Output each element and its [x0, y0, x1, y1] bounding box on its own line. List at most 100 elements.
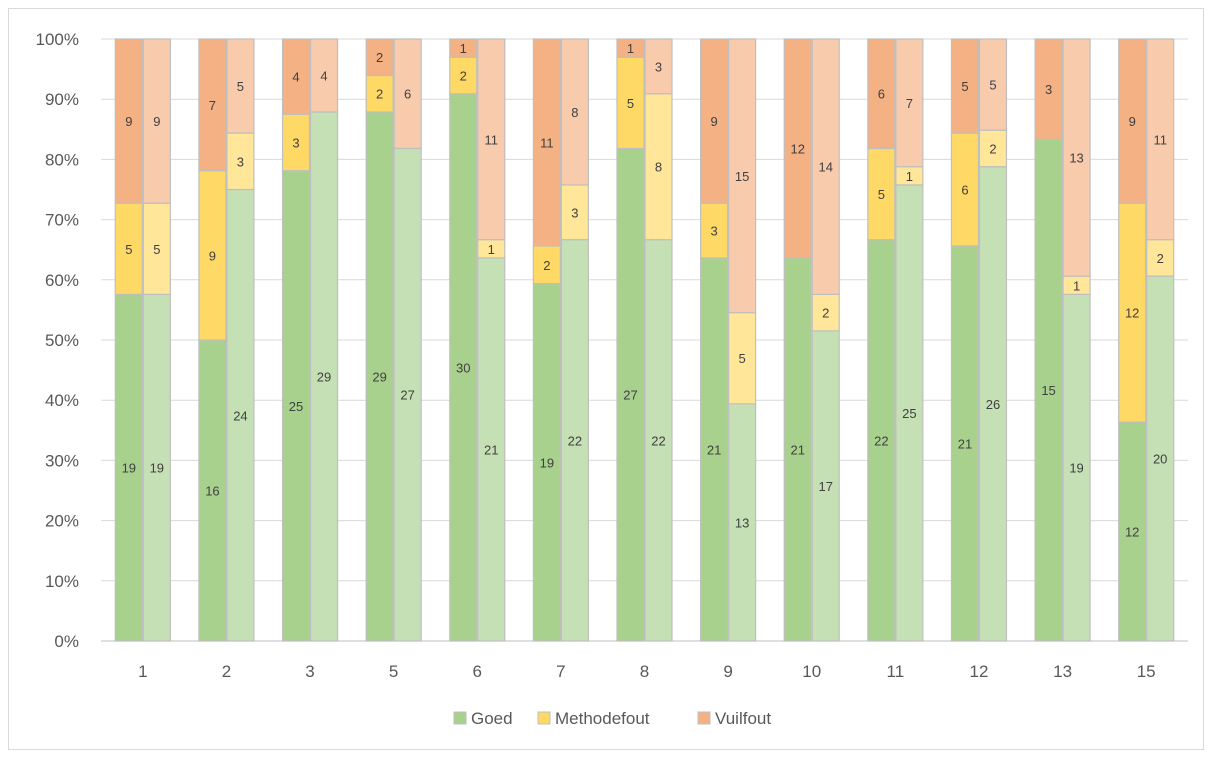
data-label: 22 [874, 433, 888, 448]
legend-item-vuilfout: Vuilfout [697, 709, 771, 728]
y-tick-label: 70% [45, 211, 79, 230]
data-label: 21 [707, 442, 721, 457]
data-label: 3 [571, 205, 578, 220]
bar-segment-vuilfout [895, 38, 924, 168]
legend-swatch [537, 711, 551, 725]
data-label: 1 [488, 242, 495, 257]
data-label: 22 [651, 433, 665, 448]
data-label: 19 [150, 461, 164, 476]
data-label: 5 [125, 242, 132, 257]
bar-segment-vuilfout [950, 38, 980, 134]
data-label: 1 [1073, 278, 1080, 293]
data-label: 3 [655, 59, 662, 74]
bar-segment-goed [644, 239, 673, 642]
data-label: 1 [906, 169, 913, 184]
bar-segment-goed [281, 170, 311, 642]
y-tick-label: 80% [45, 150, 79, 169]
y-tick-label: 40% [45, 391, 79, 410]
data-label: 2 [376, 50, 383, 65]
bar-segment-vuilfout [393, 38, 422, 150]
data-label: 30 [456, 360, 470, 375]
bar-segment-methodefout [114, 202, 143, 295]
bar-segment-vuilfout [700, 38, 729, 204]
data-label: 5 [153, 242, 160, 257]
y-tick-label: 60% [45, 271, 79, 290]
data-label: 6 [404, 87, 411, 102]
x-tick-label: 13 [1053, 662, 1072, 681]
data-label: 13 [735, 515, 749, 530]
data-label: 13 [1069, 151, 1083, 166]
bar-segment-methodefout [811, 293, 840, 332]
legend-swatch [697, 711, 711, 725]
data-label: 19 [1069, 461, 1083, 476]
data-label: 21 [958, 436, 972, 451]
bars [114, 38, 1175, 642]
bar-segment-vuilfout [1118, 38, 1147, 204]
data-label: 25 [289, 399, 303, 414]
bar-segment-goed [1118, 421, 1147, 642]
data-label: 5 [989, 78, 996, 93]
data-label: 4 [292, 70, 299, 85]
legend-label: Goed [471, 709, 513, 728]
x-tick-label: 10 [802, 662, 821, 681]
data-label: 26 [986, 397, 1000, 412]
data-label: 2 [543, 258, 550, 273]
data-label: 27 [623, 388, 637, 403]
data-label: 11 [485, 132, 499, 147]
data-label: 21 [484, 442, 498, 457]
data-label: 22 [568, 433, 582, 448]
legend-label: Methodefout [555, 709, 650, 728]
data-label: 29 [372, 369, 386, 384]
y-tick-label: 90% [45, 90, 79, 109]
y-tick-label: 50% [45, 331, 79, 350]
bar-segment-methodefout [867, 147, 896, 241]
bar-segment-vuilfout [728, 38, 757, 314]
data-label: 19 [122, 461, 136, 476]
x-tick-label: 1 [138, 662, 147, 681]
x-tick-label: 15 [1137, 662, 1156, 681]
data-label: 9 [153, 114, 160, 129]
data-label: 21 [790, 442, 804, 457]
data-label: 2 [376, 87, 383, 102]
bar-segment-methodefout [728, 312, 757, 405]
bar-segment-vuilfout [1146, 38, 1175, 241]
x-tick-label: 7 [556, 662, 565, 681]
data-label: 16 [205, 484, 219, 499]
bar-segment-vuilfout [365, 38, 394, 77]
data-label: 15 [1041, 383, 1055, 398]
bar-segment-methodefout [616, 56, 645, 150]
bar-segment-goed [449, 93, 478, 642]
bar-segment-vuilfout [281, 38, 311, 115]
data-label: 20 [1153, 452, 1167, 467]
x-tick-label: 11 [887, 662, 905, 681]
data-label: 3 [237, 154, 244, 169]
data-label: 5 [627, 96, 634, 111]
bar-segment-goed [560, 239, 589, 642]
bar-segment-vuilfout [1034, 38, 1063, 140]
data-label: 6 [878, 87, 885, 102]
y-tick-label: 100% [36, 30, 79, 49]
bar-segment-methodefout [700, 202, 729, 259]
bar-segment-vuilfout [811, 38, 840, 295]
bar-segment-goed [978, 166, 1008, 642]
bar-segment-methodefout [1118, 202, 1147, 423]
data-label: 19 [540, 455, 554, 470]
data-label: 12 [1125, 306, 1139, 321]
data-label: 15 [735, 169, 749, 184]
data-label: 11 [1153, 132, 1167, 147]
bar-segment-goed [728, 403, 757, 642]
data-label: 14 [818, 160, 832, 175]
x-tick-label: 3 [305, 662, 314, 681]
data-label: 11 [540, 135, 554, 150]
data-label: 3 [292, 135, 299, 150]
y-tick-label: 0% [54, 632, 79, 651]
data-label: 3 [710, 224, 717, 239]
legend-swatch [453, 711, 467, 725]
x-tick-label: 2 [222, 662, 231, 681]
data-label: 25 [902, 406, 916, 421]
legend-item-goed: Goed [453, 709, 513, 728]
data-labels: 1959195916972435253429429222763021211111… [122, 41, 1168, 539]
data-label: 5 [237, 79, 244, 94]
bar-segment-goed [811, 330, 840, 642]
data-label: 27 [400, 388, 414, 403]
